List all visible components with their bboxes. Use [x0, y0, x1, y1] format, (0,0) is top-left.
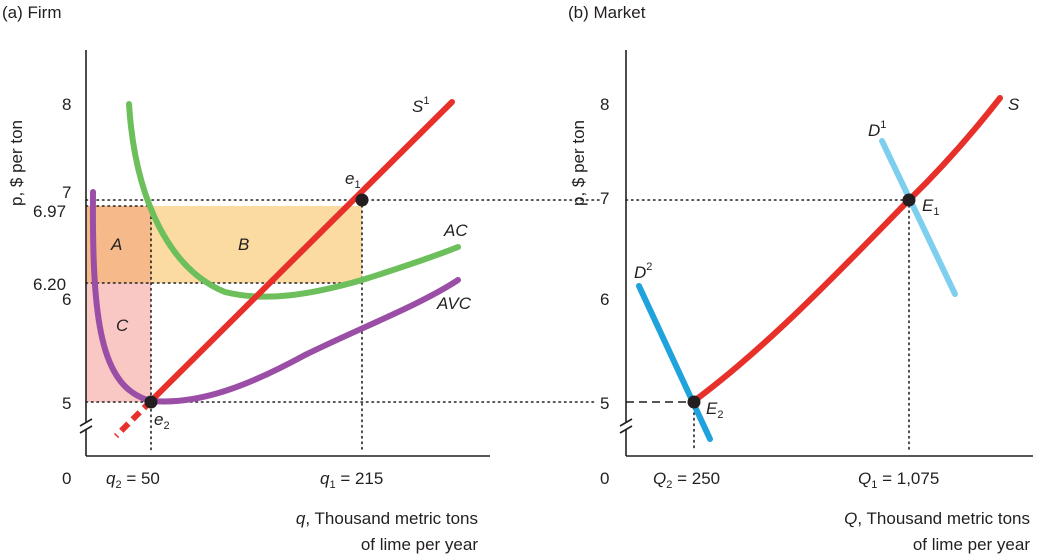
panel-market-title: (b) Market [568, 3, 646, 22]
market-axis-break [619, 418, 633, 434]
market-y-axis-title: p, $ per ton [569, 120, 588, 206]
market-label-d2: D2 [634, 261, 652, 282]
firm-x-axis-title-line1: q, Thousand metric tons [296, 509, 478, 528]
firm-label-avc: AVC [436, 294, 472, 313]
market-reference-lines [625, 199, 910, 451]
market-y-tick-5: 5 [600, 394, 609, 413]
firm-x-axis-title-line2: of lime per year [361, 535, 478, 554]
firm-label-e2: e2 [154, 410, 170, 432]
firm-label-e1: e1 [345, 169, 361, 191]
market-y-tick-6: 6 [600, 290, 609, 309]
firm-curve-avc [89, 189, 461, 405]
firm-x-tick-q2: q2 = 50 [106, 469, 160, 491]
firm-origin-label: 0 [62, 469, 71, 488]
panel-market: (b) Market 8 7 6 5 0 p, $ per ton Q2 = 2… [568, 3, 1033, 554]
market-label-d1: D1 [868, 119, 886, 140]
firm-y-tick-5: 5 [62, 394, 71, 413]
firm-y-axis-title: p, $ per ton [7, 120, 26, 206]
market-x-axis-title-line1: Q, Thousand metric tons [844, 509, 1030, 528]
market-x-axis-title-line2: of lime per year [913, 535, 1030, 554]
firm-x-tick-q1: q1 = 215 [320, 469, 383, 491]
region-b [151, 206, 362, 283]
market-point-e1 [902, 193, 916, 207]
firm-curve-s1-dashed [113, 398, 154, 439]
market-label-e1: E1 [922, 196, 939, 218]
market-curve-d1 [879, 138, 958, 297]
market-label-s: S [1008, 95, 1020, 114]
market-x-tick-q2: Q2 = 250 [653, 469, 720, 491]
firm-point-e2 [144, 395, 158, 409]
panel-firm: (a) Firm A B C 8 7 6.97 6.20 6 5 [2, 3, 601, 554]
market-label-e2: E2 [706, 399, 723, 421]
firm-y-tick-6-97: 6.97 [33, 202, 66, 221]
firm-y-tick-6-20: 6.20 [33, 275, 66, 294]
market-y-tick-7: 7 [600, 189, 609, 208]
market-curve-d2 [636, 283, 713, 442]
market-x-tick-q1: Q1 = 1,075 [858, 469, 939, 491]
firm-y-tick-6: 6 [62, 290, 71, 309]
region-label-b: B [238, 235, 249, 254]
firm-label-s1: S1 [412, 95, 429, 116]
firm-curve-ac [126, 101, 461, 300]
firm-reference-lines [85, 199, 601, 451]
firm-point-e1 [355, 193, 369, 207]
firm-label-ac: AC [443, 221, 468, 240]
firm-y-tick-7: 7 [62, 183, 71, 202]
region-label-c: C [116, 316, 129, 335]
market-point-e2 [687, 395, 701, 409]
firm-axis-break [79, 418, 93, 434]
firm-y-tick-8: 8 [62, 95, 71, 114]
firm-curve-s1 [148, 99, 455, 404]
panel-firm-title: (a) Firm [2, 3, 61, 22]
market-curve-s [691, 95, 1003, 404]
region-label-a: A [110, 235, 122, 254]
market-y-tick-8: 8 [600, 95, 609, 114]
market-origin-label: 0 [600, 469, 609, 488]
